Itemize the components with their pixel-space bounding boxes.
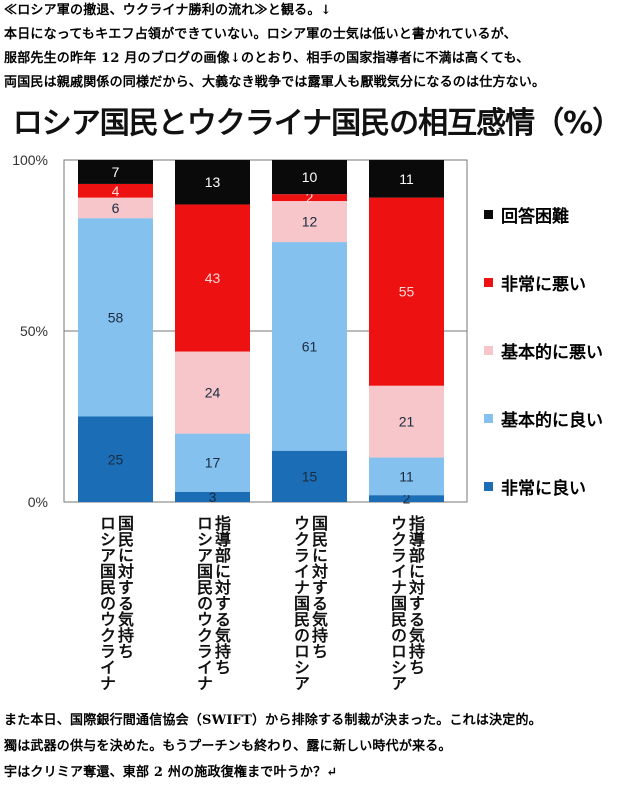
data-label: 61 (302, 338, 318, 354)
y-tick-label: 100% (12, 152, 48, 168)
bar-segment (175, 160, 250, 205)
bar-segment (272, 242, 347, 451)
data-label: 58 (108, 309, 124, 325)
x-category-label: ウクライナ国民のロシア (291, 515, 310, 691)
legend-swatch (484, 346, 493, 355)
x-category-label: 国民に対する気持ち (309, 515, 329, 659)
bar-segment (369, 160, 444, 198)
legend-label: 非常に悪い (501, 275, 586, 295)
data-label: 4 (112, 183, 120, 199)
bar-segment (78, 183, 153, 198)
data-label: 10 (302, 169, 318, 185)
data-label: 17 (205, 455, 221, 471)
data-label: 6 (112, 200, 120, 216)
outro-line: また本日、国際銀行間通信協会（SWIFT）から排除する制裁が決まった。これは決定… (4, 713, 542, 728)
legend-label: 基本的に悪い (501, 343, 603, 363)
bar-segment (78, 416, 153, 502)
bar-segment (175, 351, 250, 434)
legend-label: 基本的に良い (501, 411, 603, 431)
legend-item: 基本的に良い (484, 406, 603, 431)
legend-swatch (484, 278, 493, 287)
data-label: 24 (205, 385, 221, 401)
intro-line: 本日になってもキエフ占領ができていない。ロシア軍の士気は低いと書かれているが、 (4, 27, 517, 42)
chart-title: ロシア国民とウクライナ国民の相互感情（%） (12, 106, 622, 141)
bar-segment (78, 218, 153, 417)
data-label: 43 (205, 270, 221, 286)
bar-segment (369, 457, 444, 496)
x-category-label: ロシア国民のウクライナ (97, 515, 116, 691)
bar-segment (78, 160, 153, 184)
intro-line: ≪ロシア軍の撤退、ウクライナ勝利の流れ≫と観る。↓ (4, 3, 332, 18)
data-label: 55 (399, 284, 415, 300)
data-label: 2 (403, 491, 411, 507)
x-category-label: ロシア国民のウクライナ (194, 515, 213, 691)
bar-segment (175, 204, 250, 352)
data-label: 2 (306, 190, 314, 206)
legend-item: 非常に良い (484, 474, 586, 499)
legend-swatch (484, 414, 493, 423)
data-label: 7 (112, 164, 120, 180)
data-label: 11 (399, 171, 414, 187)
legend-label: 非常に良い (501, 479, 586, 499)
x-category-label: ウクライナ国民のロシア (388, 515, 407, 691)
legend-swatch (484, 210, 493, 219)
data-label: 21 (399, 414, 415, 430)
y-tick-label: 50% (20, 323, 48, 339)
bar-segment (272, 194, 347, 202)
intro-line: 両国民は親戚関係の同様だから、大義なき戦争では露軍人も厭戦気分になるのは仕方ない… (4, 75, 546, 90)
bar-segment (272, 201, 347, 243)
data-label: 3 (209, 489, 217, 505)
legend-item: 回答困難 (484, 202, 569, 227)
outro-line: 宇はクリミア奪還、東部 2 州の施政復権まで叶うか？↵ (4, 765, 338, 780)
data-label: 12 (302, 214, 318, 230)
x-category-label: 指導部に対する気持ち (212, 514, 232, 675)
bar-segment (369, 385, 444, 458)
bar-segment (369, 197, 444, 386)
legend-item: 非常に悪い (484, 270, 586, 295)
data-label: 11 (399, 468, 414, 484)
x-category-label: 指導部に対する気持ち (406, 514, 426, 675)
legend-label: 回答困難 (501, 207, 569, 227)
bar-segment (272, 160, 347, 195)
legend-item: 基本的に悪い (484, 338, 603, 363)
y-tick-label: 0% (28, 494, 48, 510)
data-label: 15 (302, 468, 318, 484)
bar-segment (78, 197, 153, 219)
x-category-label: 国民に対する気持ち (115, 515, 135, 659)
bar-segment (369, 495, 444, 502)
intro-line: 服部先生の昨年 12 月のブログの画像↓のとおり、相手の国家指導者に不満は高くて… (4, 51, 530, 66)
outro-line: 獨は武器の供与を決めた。もうプーチンも終わり、露に新しい時代が来る。 (4, 739, 452, 754)
legend-swatch (484, 482, 493, 491)
bar-segment (175, 433, 250, 492)
data-label: 25 (108, 451, 124, 467)
bar-segment (175, 491, 250, 502)
bar-segment (272, 450, 347, 502)
data-label: 13 (205, 174, 221, 190)
